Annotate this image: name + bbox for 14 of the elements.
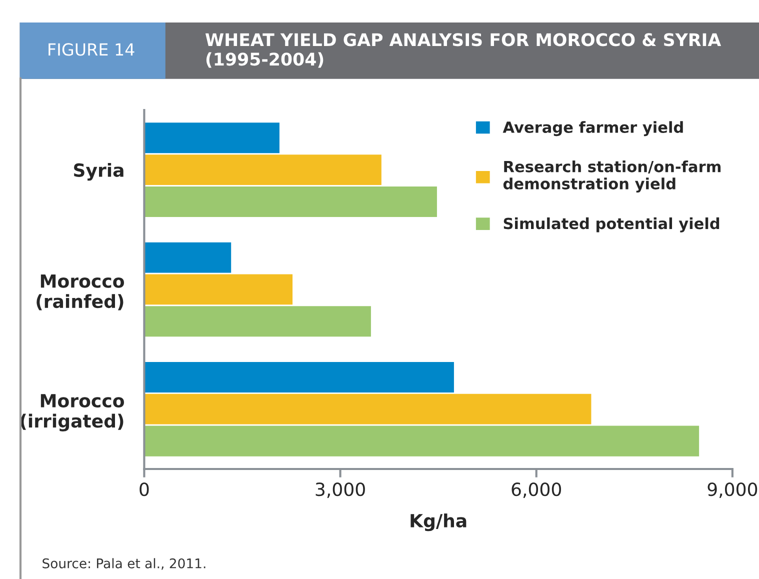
source-note: Source: Pala et al., 2011. xyxy=(42,558,206,570)
legend-label: Research station/on-farm demonstration yield xyxy=(503,160,721,193)
y-tick-label: Morocco (rainfed) xyxy=(36,274,124,310)
x-tick-label: 6,000 xyxy=(512,482,562,498)
y-tick-label: Morocco (irrigated) xyxy=(20,394,124,432)
x-axis-title: Kg/ha xyxy=(410,514,466,532)
chart-title: WHEAT YIELD GAP ANALYSIS FOR MOROCCO & SYRIA (1995-2004) xyxy=(205,33,722,68)
legend-label: Simulated potential yield xyxy=(504,217,720,232)
y-tick-label: Syria xyxy=(74,162,124,181)
x-tick-label: 0 xyxy=(140,482,149,496)
x-tick-label: 3,000 xyxy=(316,482,365,498)
legend-label: Average farmer yield xyxy=(502,121,683,136)
x-tick-label: 9,000 xyxy=(708,482,758,498)
caption: FIGURE 14 xyxy=(48,43,134,56)
